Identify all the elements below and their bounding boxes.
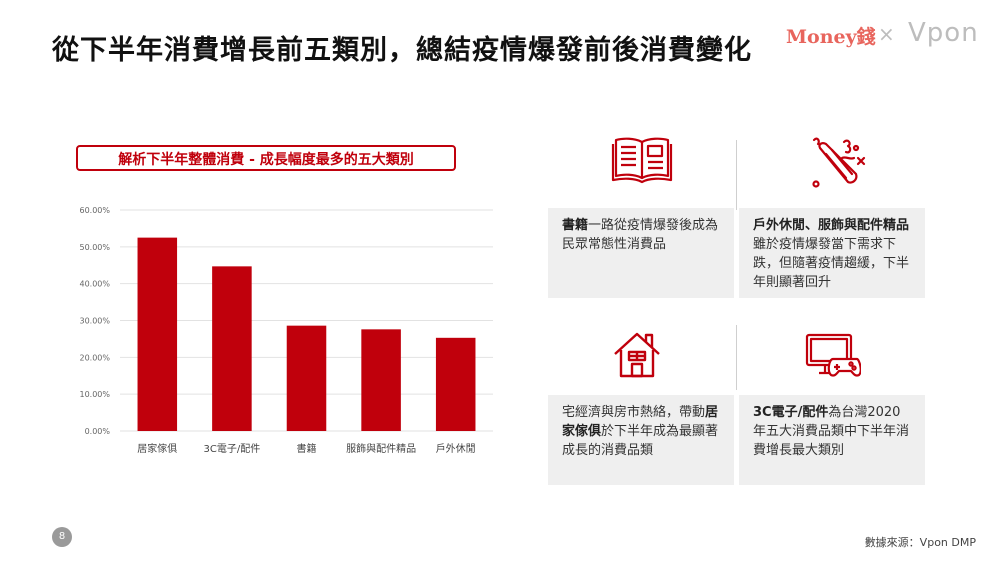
x-tick-label: 戶外休閒 xyxy=(436,443,476,455)
page-number: 8 xyxy=(52,527,72,547)
card-furniture: 宅經濟與房市熱絡，帶動居家傢俱於下半年成為最顯著成長的消費品類 xyxy=(548,395,734,485)
card-outdoor-bold: 戶外休閒、服飾與配件精品 xyxy=(753,218,910,233)
card-books-bold: 書籍 xyxy=(562,218,589,233)
card-furniture-text1: 宅經濟與房市熱絡，帶動 xyxy=(562,405,706,420)
y-tick-label: 20.00% xyxy=(79,353,110,362)
x-tick-label: 居家傢俱 xyxy=(137,442,177,455)
money-logo: Money錢 xyxy=(786,26,876,48)
x-tick-label: 3C電子/配件 xyxy=(204,443,261,455)
y-tick-label: 50.00% xyxy=(79,243,110,252)
card-3c: 3C電子/配件為台灣2020年五大消費品類中下半年消費增長最大類別 xyxy=(739,395,925,485)
card-furniture-text2: 於下半年成為最顯著成長的消費品類 xyxy=(562,424,719,458)
y-tick-label: 60.00% xyxy=(79,206,110,215)
card-books-text: 一路從疫情爆發後成為民眾常態性消費品 xyxy=(562,218,719,252)
card-outdoor-fashion: 戶外休閒、服飾與配件精品雖於疫情爆發當下需求下跌，但隨著疫情趨緩，下半年則顯著回… xyxy=(739,208,925,298)
card-3c-bold: 3C電子/配件 xyxy=(753,405,829,420)
data-source: 數據來源：Vpon DMP xyxy=(864,536,976,549)
party-popper-icon xyxy=(812,137,866,188)
bar xyxy=(286,325,327,431)
y-tick-label: 40.00% xyxy=(79,280,110,289)
house-icon xyxy=(614,332,660,378)
chart-subtitle: 解析下半年整體消費 - 成長幅度最多的五大類別 xyxy=(76,145,456,171)
divider-top xyxy=(736,140,737,210)
x-tick-label: 書籍 xyxy=(297,442,317,455)
bar xyxy=(212,266,252,431)
page-title: 從下半年消費增長前五類別，總結疫情爆發前後消費變化 xyxy=(52,35,752,66)
bar xyxy=(361,329,401,431)
divider-bottom xyxy=(736,325,737,390)
y-tick-label: 10.00% xyxy=(79,390,110,399)
book-icon xyxy=(611,137,673,184)
vpon-logo: Vpon xyxy=(908,18,979,48)
computer-gamepad-icon xyxy=(805,333,861,377)
card-3c-text: 為台灣2020年五大消費品類中下半年消費增長最大類別 xyxy=(753,405,910,458)
card-outdoor-text: 雖於疫情爆發當下需求下跌，但隨著疫情趨緩，下半年則顯著回升 xyxy=(753,237,910,290)
y-tick-label: 0.00% xyxy=(85,427,111,436)
bar xyxy=(435,337,476,431)
card-furniture-bold: 居家傢俱 xyxy=(562,405,719,439)
bar xyxy=(137,237,178,431)
logo-separator: × xyxy=(878,22,895,46)
x-tick-label: 服飾與配件精品 xyxy=(346,442,416,455)
y-tick-label: 30.00% xyxy=(79,317,110,326)
bar-chart: 0.00% 10.00% 20.00% 30.00% 40.00% 50.00% 60.00… xyxy=(79,206,493,455)
card-books: 書籍一路從疫情爆發後成為民眾常態性消費品 xyxy=(548,208,734,298)
